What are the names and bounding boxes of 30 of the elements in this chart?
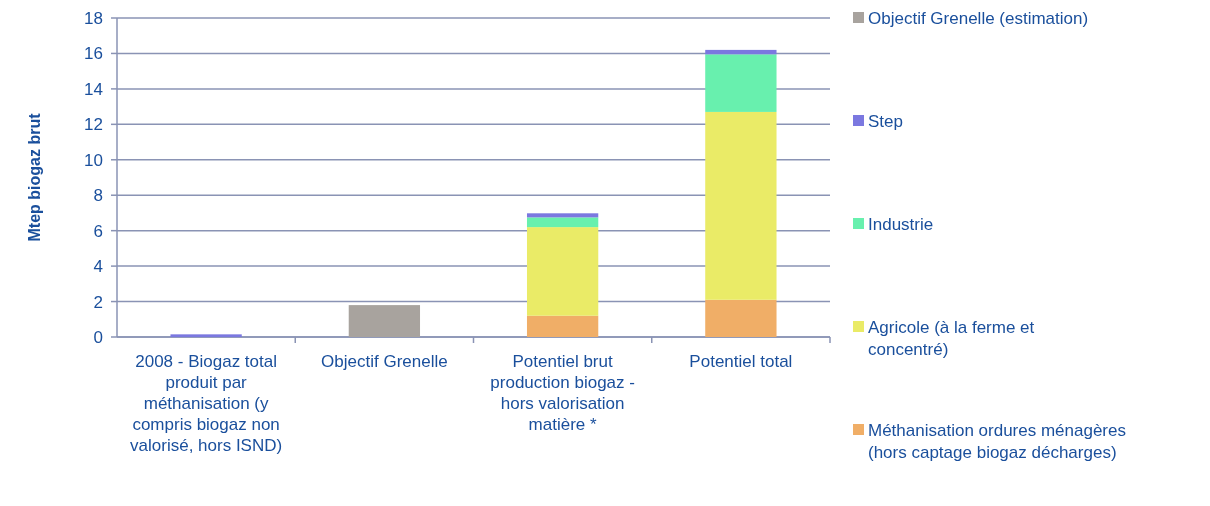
bar: [705, 299, 777, 337]
bar: [526, 217, 599, 228]
bar: [705, 49, 777, 55]
legend-label: Objectif Grenelle (estimation): [868, 8, 1089, 28]
y-tick-label: 10: [84, 150, 103, 170]
y-tick-label: 4: [93, 257, 103, 277]
y-tick-label: 6: [93, 221, 103, 241]
x-tick-label: Potentiel brut production biogaz - hors valorisation matière *: [490, 352, 635, 434]
bar: [526, 227, 599, 316]
x-tick-label: Objectif Grenelle: [321, 352, 448, 371]
y-tick-label: 12: [84, 115, 103, 135]
x-tick-label: Potentiel total: [689, 352, 793, 371]
y-axis-title: Mtep biogaz brut: [26, 112, 43, 242]
legend-label: Industrie: [868, 214, 934, 234]
legend-label: Agricole (à la ferme et concentré): [868, 317, 1035, 359]
x-tick-label: 2008 - Biogaz total produit par méthanisation (y compris biogaz non valorisé, hors ISND): [130, 352, 283, 455]
y-tick-label: 2: [93, 292, 103, 312]
y-tick-label: 0: [93, 327, 103, 347]
legend-label: Méthanisation ordures ménagères (hors captage biogaz décharges): [868, 420, 1126, 462]
y-tick-label: 14: [84, 79, 103, 99]
legend-label: Step: [868, 111, 903, 131]
y-tick-label: 8: [93, 186, 103, 206]
bar: [170, 334, 242, 337]
bar: [526, 213, 599, 218]
y-tick-label: 18: [84, 8, 103, 28]
bar: [348, 305, 421, 337]
bar: [705, 111, 777, 300]
bar: [526, 315, 599, 337]
bar: [705, 54, 777, 112]
y-tick-label: 16: [84, 44, 103, 64]
